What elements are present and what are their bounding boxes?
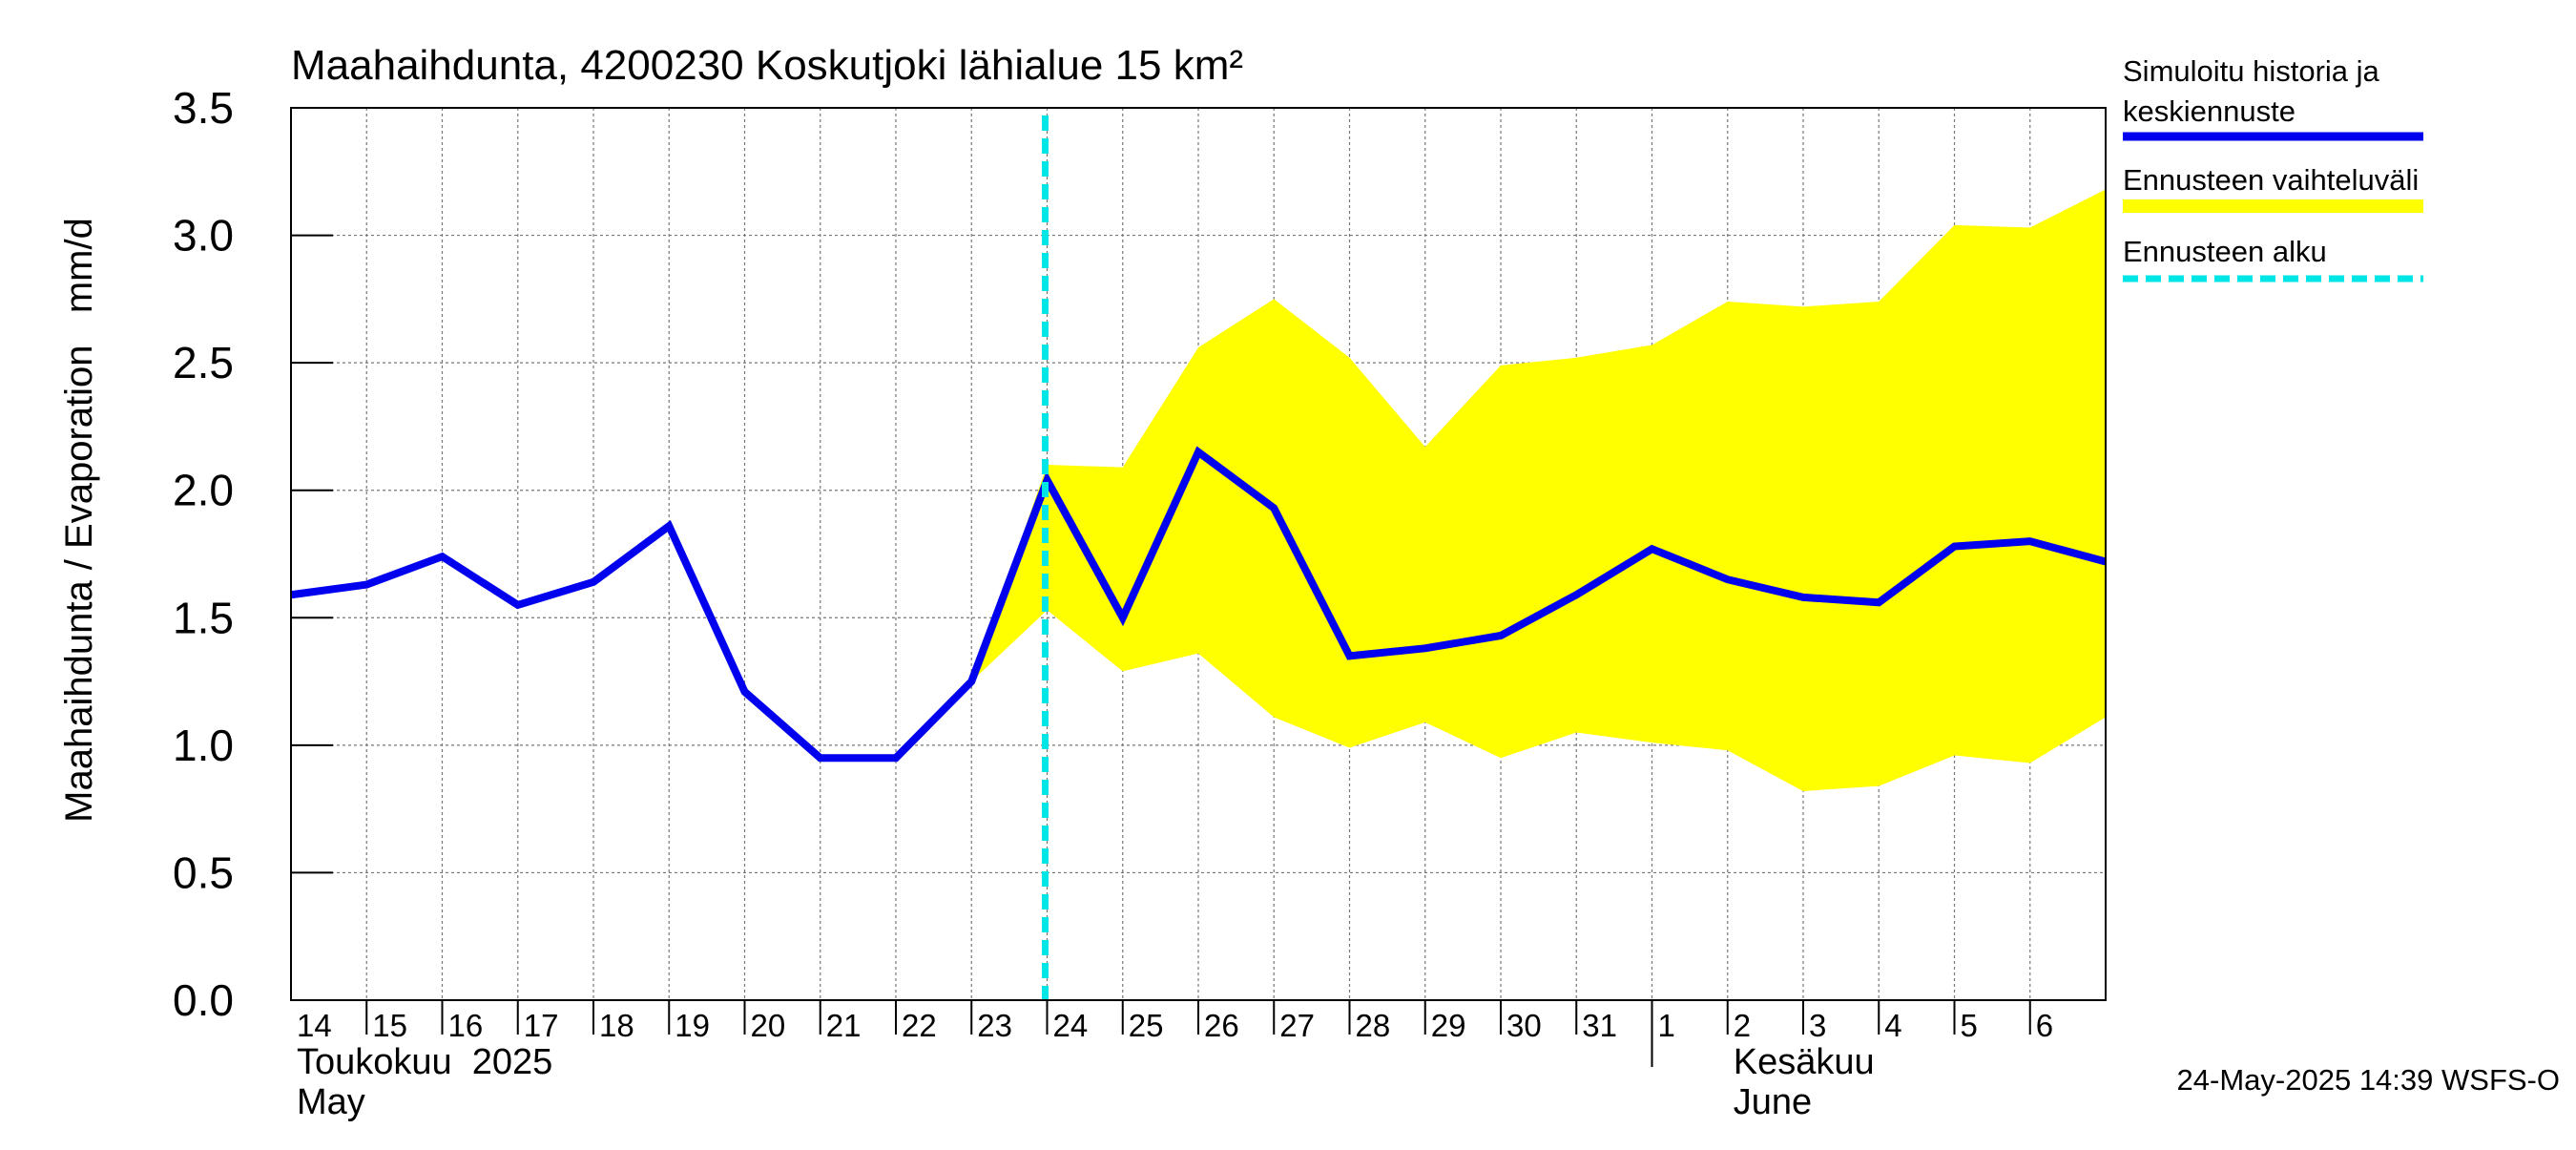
- x-tick-label: 18: [599, 1008, 634, 1043]
- x-tick-label: 26: [1204, 1008, 1239, 1043]
- x-tick-label: 5: [1961, 1008, 1978, 1043]
- forecast-range-band: [971, 189, 2106, 791]
- forecast-range-band-layer: [971, 189, 2106, 791]
- x-tick-label: 23: [977, 1008, 1012, 1043]
- x-tick-label: 31: [1582, 1008, 1617, 1043]
- y-tick-label: 0.5: [173, 847, 234, 897]
- y-tick-label: 1.0: [173, 721, 234, 770]
- y-tick-label: 1.5: [173, 593, 234, 642]
- month-label-en: June: [1734, 1082, 1812, 1122]
- y-tick-label: 2.0: [173, 466, 234, 515]
- x-tick-label: 19: [675, 1008, 710, 1043]
- x-tick-label: 28: [1356, 1008, 1391, 1043]
- x-tick-label: 29: [1431, 1008, 1466, 1043]
- x-tick-label: 24: [1053, 1008, 1089, 1043]
- month-label-fi: Toukokuu 2025: [297, 1042, 552, 1082]
- y-tick-label: 3.0: [173, 211, 234, 261]
- timestamp: 24-May-2025 14:39 WSFS-O: [2177, 1063, 2560, 1097]
- legend-label-forecast-start: Ennusteen alku: [2123, 235, 2327, 268]
- legend-label-history-line1: Simuloitu historia ja: [2123, 54, 2380, 88]
- chart-title: Maahaihdunta, 4200230 Koskutjoki lähialu…: [291, 42, 1243, 89]
- legend-label-history-line2: keskiennuste: [2123, 94, 2296, 128]
- y-tick-label: 3.5: [173, 83, 234, 133]
- x-tick-label: 22: [902, 1008, 937, 1043]
- x-tick-label: 21: [826, 1008, 862, 1043]
- x-tick-label: 16: [448, 1008, 484, 1043]
- x-tick-label: 14: [297, 1008, 332, 1043]
- y-tick-label: 2.5: [173, 338, 234, 387]
- x-tick-label: 30: [1506, 1008, 1542, 1043]
- x-tick-label: 2: [1734, 1008, 1751, 1043]
- x-tick-label: 25: [1129, 1008, 1164, 1043]
- x-tick-label: 3: [1809, 1008, 1826, 1043]
- x-tick-label: 17: [524, 1008, 559, 1043]
- x-tick-label: 6: [2036, 1008, 2053, 1043]
- x-tick-label: 1: [1658, 1008, 1675, 1043]
- series-line-layer: [290, 446, 2108, 763]
- month-label-fi: Kesäkuu: [1734, 1042, 1875, 1082]
- legend: Simuloitu historia ja keskiennuste Ennus…: [2123, 54, 2423, 282]
- month-label-en: May: [297, 1082, 365, 1122]
- y-tick-label: 0.0: [173, 975, 234, 1025]
- x-tick-label: 20: [751, 1008, 786, 1043]
- x-tick-label: 15: [372, 1008, 407, 1043]
- y-axis-label: Maahaihdunta / Evaporation mm/d: [58, 218, 100, 823]
- axes: 0.00.51.01.52.02.53.03.514 15 16 17 18 19 20 21…: [173, 83, 2053, 1122]
- x-tick-label: 27: [1279, 1008, 1315, 1043]
- history-forecast-line: [290, 446, 2108, 763]
- legend-label-range: Ennusteen vaihteluväli: [2123, 163, 2419, 197]
- x-tick-label: 4: [1884, 1008, 1901, 1043]
